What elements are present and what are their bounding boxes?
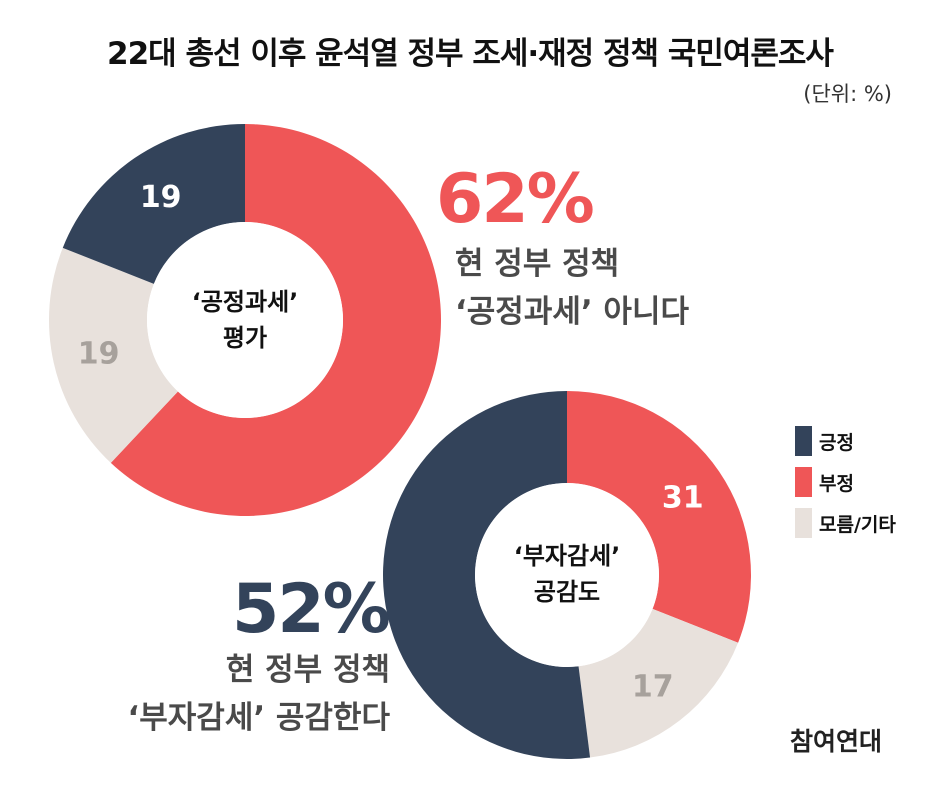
chart-title: 22대 총선 이후 윤석열 정부 조세·재정 정책 국민여론조사: [107, 36, 834, 72]
donut-2-center-line-2: 공감도: [533, 578, 601, 606]
donut-2-center-line-1: ‘부자감세’: [513, 542, 621, 570]
donut-1-slice-0-label: 19: [140, 180, 182, 215]
unit-label: (단위: %): [803, 82, 892, 106]
legend-swatch-other: [795, 508, 812, 538]
legend-label-negative: 부정: [819, 472, 854, 495]
headline-1-line-1: 현 정부 정책: [455, 246, 620, 282]
legend-item-positive: 긍정: [795, 422, 896, 460]
headline-2-percent: 52%: [232, 570, 391, 649]
donut-1-slice-0: [62, 124, 245, 284]
headline-1-percent: 62%: [436, 160, 595, 239]
source-logo-text: 참여연대: [790, 727, 883, 756]
legend-swatch-negative: [795, 467, 812, 497]
headline-2-line-2: ‘부자감세’ 공감한다: [127, 700, 390, 736]
legend-swatch-positive: [795, 426, 812, 456]
donut-2-center-label: ‘부자감세’ 공감도: [477, 538, 657, 610]
legend-item-other: 모름/기타: [795, 504, 896, 542]
donut-1-center-label: ‘공정과세’ 평가: [155, 284, 335, 356]
donut-1-hole: [147, 222, 343, 418]
headline-2-text: 현 정부 정책 ‘부자감세’ 공감한다: [0, 646, 390, 742]
donut-2-slice-1-label: 31: [662, 480, 704, 515]
legend-label-other: 모름/기타: [819, 513, 896, 536]
donut-2-slice-2-label: 17: [632, 670, 674, 705]
headline-1-line-2: ‘공정과세’ 아니다: [455, 294, 689, 330]
donut-1-slice-2-label: 19: [78, 337, 120, 372]
donut-2-slice-2: [578, 608, 739, 758]
donut-2-slice-0: [383, 391, 591, 759]
donut-2-hole: [475, 483, 659, 667]
donut-chart-rich-tax-cut: 31 17: [383, 391, 751, 759]
donut-1-slice-2: [49, 247, 178, 463]
legend-item-negative: 부정: [795, 463, 896, 501]
legend-label-positive: 긍정: [819, 431, 854, 454]
donut-1-center-line-2: 평가: [222, 324, 268, 352]
donut-1-center-line-1: ‘공정과세’: [191, 288, 299, 316]
donut-2-slice-1: [567, 391, 751, 643]
headline-1-text: 현 정부 정책 ‘공정과세’ 아니다: [455, 240, 689, 336]
legend: 긍정 부정 모름/기타: [795, 422, 896, 545]
headline-2-line-1: 현 정부 정책: [225, 652, 390, 688]
donut-1-slice-1: [110, 124, 441, 516]
